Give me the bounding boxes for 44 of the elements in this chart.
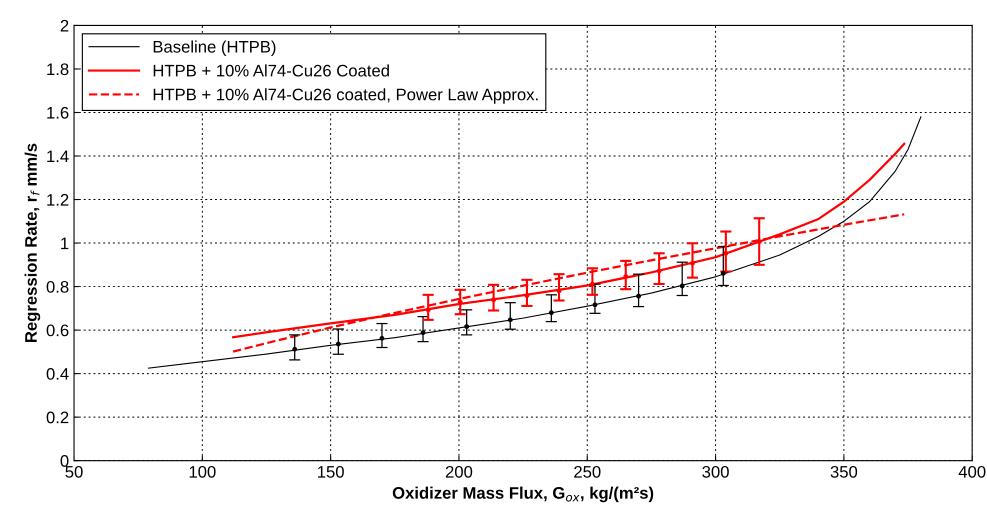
point (426, 307, 431, 312)
x-tick-label: 50 (65, 466, 83, 478)
point (656, 268, 662, 274)
x-axis-title: Oxidizer Mass Flux, G$_{ox}$, kg/(m²s) (392, 486, 654, 502)
y-tick-label: 1 (61, 238, 68, 250)
x-tick-label: 250 (574, 466, 601, 478)
point (623, 274, 628, 279)
point (491, 297, 496, 302)
point (720, 270, 726, 276)
y-tick-label: 1.6 (47, 106, 68, 119)
y-tick-label: 0.6 (46, 324, 68, 336)
legend-label: HTPB + 10% Al74-Cu26 Coated (154, 64, 389, 77)
point (508, 317, 513, 322)
point (590, 282, 595, 287)
y-tick-label: 0.4 (46, 368, 69, 380)
x-tick-label: 100 (190, 466, 216, 478)
point (680, 284, 685, 288)
point (556, 288, 562, 294)
x-tick-label: 150 (318, 466, 344, 478)
y-tick-label: 0.8 (46, 280, 68, 293)
point (548, 310, 554, 316)
x-tick-label: 300 (702, 466, 729, 478)
y-tick-label: 1.8 (47, 63, 68, 76)
point (723, 250, 728, 256)
point (592, 302, 598, 308)
point (292, 346, 298, 352)
x-tick-label: 350 (830, 466, 858, 478)
point (690, 260, 695, 266)
point (336, 342, 341, 346)
y-tick-label: 0 (60, 455, 69, 467)
legend-label: HTPB + 10% Al74-Cu26 coated, Power Law Approx. (154, 88, 538, 104)
y-tick-label: 1.2 (47, 194, 68, 206)
point (464, 324, 470, 330)
y-tick-label: 1.4 (47, 150, 69, 162)
point (524, 293, 530, 298)
point (636, 294, 641, 299)
legend-label: Baseline (HTPB) (154, 40, 276, 56)
point (380, 336, 384, 341)
point (420, 330, 426, 336)
x-tick-label: 400 (958, 466, 986, 478)
y-tick-label: 2 (60, 20, 68, 32)
y-axis-title: Regression Rate, r$_{f}$ mm/s (24, 144, 40, 342)
y-tick-label: 0.2 (46, 412, 68, 424)
x-tick-label: 200 (446, 466, 472, 478)
